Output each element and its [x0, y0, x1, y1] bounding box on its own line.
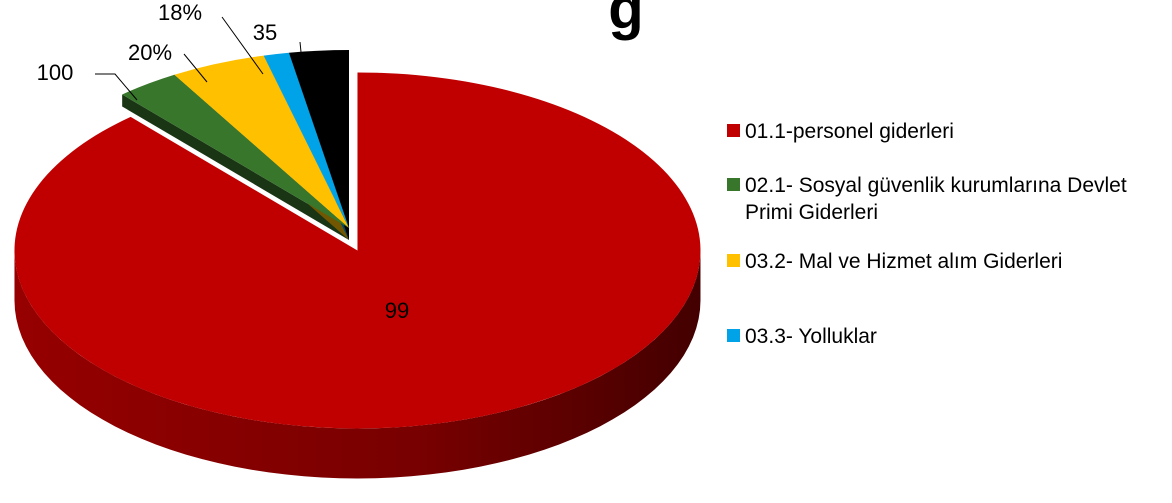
pie-slice-4 — [288, 50, 349, 228]
legend-swatch-sosyal-guvenlik — [727, 178, 740, 191]
pie-slice-3 — [263, 52, 349, 228]
legend-swatch-yolluklar — [727, 329, 740, 342]
data-label-0: 99 — [385, 298, 409, 323]
leader-line-2 — [183, 53, 208, 83]
data-label-2: 20% — [128, 40, 172, 65]
legend-item-yolluklar: 03.3- Yolluklar — [727, 323, 877, 350]
chart-title: g — [608, 0, 643, 41]
legend-label-mal-hizmet: 03.2- Mal ve Hizmet alım Giderleri — [745, 250, 1063, 273]
pie-slices — [14, 50, 701, 479]
slice-edge-1 — [122, 94, 349, 241]
legend-swatch-mal-hizmet — [727, 254, 740, 267]
legend-item-sosyal-guvenlik: 02.1- Sosyal güvenlik kurumlarına Devlet… — [727, 172, 1172, 226]
data-labels: 99 100 20% 18% 35 — [37, 0, 410, 323]
legend-swatch-personel — [727, 124, 740, 137]
pie-slice-1 — [122, 74, 349, 228]
data-label-1: 100 — [37, 60, 74, 85]
data-label-4: 35 — [253, 20, 277, 45]
legend-label-personel: 01.1-personel giderleri — [745, 120, 954, 143]
data-label-3: 18% — [158, 0, 202, 25]
leader-line-1 — [95, 73, 138, 101]
legend-item-personel: 01.1-personel giderleri — [727, 118, 954, 145]
leader-line-4 — [299, 41, 304, 73]
leader-line-3 — [221, 16, 264, 75]
pie-slice-2 — [174, 55, 349, 229]
legend-label-yolluklar: 03.3- Yolluklar — [745, 325, 877, 348]
pie-slice-0 — [14, 72, 701, 429]
slice-side-0 — [14, 250, 701, 479]
legend-item-mal-hizmet: 03.2- Mal ve Hizmet alım Giderleri — [727, 248, 1062, 275]
legend-label-sosyal-guvenlik: 02.1- Sosyal güvenlik kurumlarına Devlet… — [745, 174, 1127, 224]
